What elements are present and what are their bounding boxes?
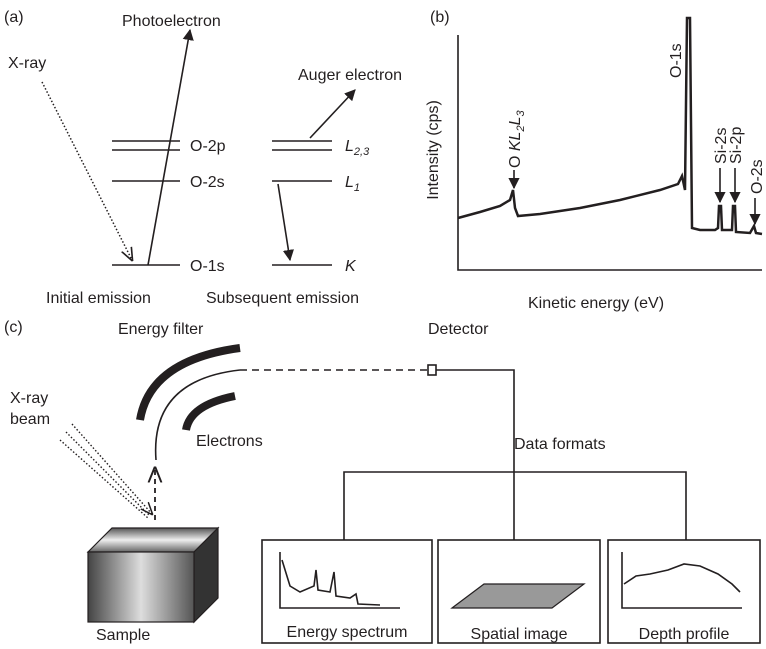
- level-sub: 2,3: [353, 146, 370, 158]
- output-label: Spatial image: [471, 626, 568, 643]
- label-part: 3: [515, 110, 527, 117]
- panel-label: (c): [4, 319, 23, 336]
- output-label: Energy spectrum: [287, 624, 408, 641]
- level-main: L: [345, 174, 354, 191]
- sample-label: Sample: [96, 627, 150, 644]
- level-label: O-1s: [190, 258, 225, 275]
- auger-level-label: L2,3: [345, 138, 370, 158]
- filter-label: Energy filter: [118, 321, 204, 338]
- panel-c: (c) Energy filter Detector X-ray beam El…: [4, 319, 761, 644]
- level-sub: 1: [354, 182, 360, 194]
- data-formats-label: Data formats: [514, 436, 606, 453]
- electrons-label: Electrons: [196, 433, 263, 450]
- peak-label: O KL2L3: [507, 110, 527, 169]
- peak-label: O-2s: [749, 159, 766, 194]
- label-part: O: [507, 151, 524, 168]
- level-main: L: [345, 138, 354, 155]
- level-label: O-2s: [190, 174, 225, 191]
- auger-level-label: L1: [345, 174, 360, 194]
- spectrum: [457, 16, 763, 236]
- xray-label: X-ray: [8, 55, 46, 72]
- panel-label: (a): [4, 9, 24, 26]
- caption: Subsequent emission: [206, 290, 359, 307]
- level-label: O-2p: [190, 138, 226, 155]
- caption: Initial emission: [46, 290, 151, 307]
- label-part: 2: [515, 125, 527, 132]
- label-part: KL: [507, 132, 524, 152]
- y-axis-label: Intensity (cps): [425, 100, 442, 200]
- x-axis-label: Kinetic energy (eV): [528, 295, 664, 312]
- xray-beam-label: beam: [10, 411, 50, 428]
- auger-label: Auger electron: [298, 67, 402, 84]
- panel-b: (b) Intensity (cps) Kinetic energy (eV) …: [425, 9, 766, 312]
- xray-beam-label: X-ray: [10, 390, 48, 407]
- output-label: Depth profile: [639, 626, 730, 643]
- auger-level-label: K: [345, 258, 357, 275]
- photoelectron-label: Photoelectron: [122, 13, 221, 30]
- panel-a: (a) Photoelectron X-ray Auger electron O…: [4, 9, 402, 307]
- peak-label: Si-2s: [713, 128, 730, 164]
- detector-label: Detector: [428, 321, 489, 338]
- peak-label: Si-2p: [728, 127, 745, 164]
- panel-label: (b): [430, 9, 450, 26]
- label-part: L: [507, 117, 524, 126]
- peak-label: O-1s: [668, 43, 685, 78]
